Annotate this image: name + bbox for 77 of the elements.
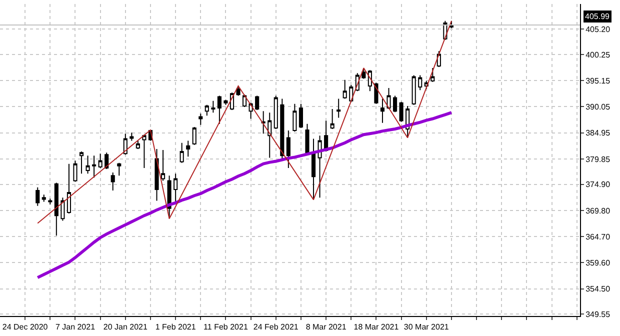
candlestick — [66, 163, 72, 214]
candlestick — [98, 153, 102, 168]
candlestick — [336, 98, 341, 118]
y-tick-label: 400.25 — [586, 50, 611, 60]
y-tick-label: 364.70 — [586, 232, 611, 242]
candlestick — [60, 197, 65, 222]
candlestick — [198, 113, 203, 126]
candlestick — [192, 126, 196, 146]
candlestick — [92, 155, 96, 178]
candlestick — [204, 104, 209, 116]
candlestick — [380, 98, 385, 124]
y-tick-label: 374.90 — [586, 180, 611, 190]
candlestick — [180, 142, 184, 164]
candlestick — [104, 152, 109, 170]
candlestick — [86, 155, 90, 174]
y-tick-label: 395.15 — [586, 76, 611, 86]
candlestick — [274, 95, 278, 130]
candlestick — [292, 103, 297, 132]
candlestick — [318, 135, 322, 198]
candlestick — [280, 98, 284, 160]
x-tick-label: 24 Dec 2020 — [2, 322, 48, 332]
candlestick — [136, 140, 140, 150]
y-tick-label: 369.80 — [586, 206, 611, 216]
candlestick — [130, 132, 134, 142]
candlestick — [211, 100, 216, 114]
x-tick-label: 30 Mar 2021 — [404, 322, 450, 332]
candlestick — [110, 172, 115, 191]
candlestick — [186, 140, 190, 158]
x-tick-label: 24 Feb 2021 — [253, 322, 299, 332]
candlestick — [342, 79, 347, 100]
candlestick — [430, 68, 435, 82]
x-tick-label: 7 Jan 2021 — [55, 322, 96, 332]
candlestick — [236, 85, 240, 96]
candlestick — [412, 74, 416, 106]
candlestick — [399, 101, 404, 122]
candlestick — [311, 138, 316, 200]
candlestick — [117, 162, 122, 176]
candlestick — [286, 130, 290, 168]
y-tick-label: 359.60 — [586, 258, 611, 268]
x-tick-label: 11 Feb 2021 — [204, 322, 248, 332]
candlestick — [305, 123, 310, 154]
y-tick-label: 390.05 — [586, 102, 611, 112]
x-tick-label: 20 Jan 2021 — [103, 322, 148, 332]
candlestick — [268, 112, 272, 158]
y-tick-label: 384.95 — [586, 128, 611, 138]
candlestick — [36, 186, 40, 206]
x-tick-label: 18 Mar 2021 — [354, 322, 400, 332]
candlestick — [374, 82, 378, 104]
line-series — [37, 20, 452, 224]
x-tick-label: 1 Feb 2021 — [155, 322, 196, 332]
candlestick — [160, 150, 166, 182]
candlestick — [362, 68, 366, 80]
x-tick-label: 8 Mar 2021 — [306, 322, 347, 332]
candlestick — [224, 99, 228, 106]
y-tick-label: 379.85 — [586, 154, 611, 164]
candlestick — [154, 148, 159, 202]
candlestick — [255, 95, 260, 111]
candlestick — [142, 134, 146, 168]
line-series — [36, 111, 453, 280]
candlestick — [174, 173, 178, 204]
candlestick — [48, 198, 52, 205]
y-tick-label: 349.55 — [586, 310, 611, 320]
ref-line-label: 405.99 — [585, 12, 610, 21]
y-tick-label: 354.50 — [586, 284, 611, 294]
candlestick — [418, 74, 422, 91]
candlestick — [330, 108, 334, 130]
candlestick — [42, 194, 46, 202]
candlestick — [79, 151, 84, 174]
candlestick — [261, 110, 266, 134]
candlestick — [123, 133, 128, 156]
candlestick — [392, 95, 398, 113]
candlestick — [217, 95, 222, 124]
candlestick — [73, 160, 78, 182]
y-tick-label: 405.20 — [586, 24, 611, 34]
candlestick — [242, 94, 247, 108]
candlestick — [298, 103, 304, 128]
candlestick — [54, 182, 58, 236]
